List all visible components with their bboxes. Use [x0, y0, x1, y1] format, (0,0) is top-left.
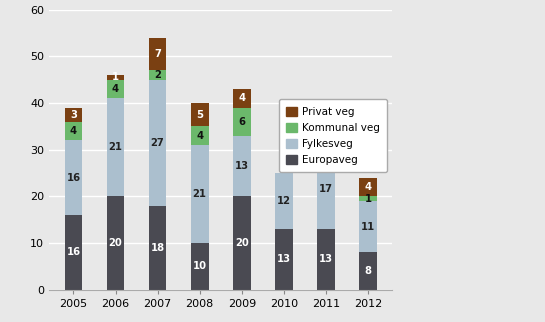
- Text: 10: 10: [193, 261, 207, 271]
- Bar: [191, 145, 209, 243]
- Text: 13: 13: [277, 254, 291, 264]
- Bar: [359, 201, 377, 252]
- Text: 20: 20: [108, 238, 123, 248]
- Text: 13: 13: [319, 254, 333, 264]
- Text: 21: 21: [108, 142, 123, 152]
- Text: 7: 7: [154, 49, 161, 59]
- Text: 4: 4: [322, 121, 330, 131]
- Text: 2: 2: [154, 70, 161, 80]
- Text: 4: 4: [238, 93, 245, 103]
- Bar: [65, 122, 82, 140]
- Bar: [275, 229, 293, 290]
- Text: 21: 21: [193, 189, 207, 199]
- Text: 11: 11: [361, 222, 375, 232]
- Bar: [359, 196, 377, 201]
- Text: 1: 1: [112, 72, 119, 82]
- Bar: [317, 229, 335, 290]
- Bar: [359, 252, 377, 290]
- Text: 3: 3: [70, 110, 77, 120]
- Text: 8: 8: [365, 266, 372, 276]
- Text: 16: 16: [66, 173, 81, 183]
- Bar: [107, 80, 124, 99]
- Legend: Privat veg, Kommunal veg, Fylkesveg, Europaveg: Privat veg, Kommunal veg, Fylkesveg, Eur…: [279, 99, 387, 172]
- Bar: [149, 71, 166, 80]
- Bar: [107, 99, 124, 196]
- Text: 3: 3: [323, 138, 329, 148]
- Bar: [317, 136, 335, 150]
- Bar: [233, 136, 251, 196]
- Bar: [359, 178, 377, 196]
- Bar: [149, 38, 166, 71]
- Bar: [149, 80, 166, 206]
- Bar: [107, 196, 124, 290]
- Text: 27: 27: [151, 138, 165, 148]
- Bar: [149, 206, 166, 290]
- Text: 6: 6: [238, 117, 245, 127]
- Text: 18: 18: [150, 243, 165, 253]
- Bar: [65, 215, 82, 290]
- Bar: [65, 140, 82, 215]
- Text: 4: 4: [112, 84, 119, 94]
- Text: 4: 4: [70, 126, 77, 136]
- Text: 13: 13: [235, 161, 249, 171]
- Bar: [191, 243, 209, 290]
- Bar: [191, 103, 209, 127]
- Bar: [107, 75, 124, 80]
- Bar: [65, 108, 82, 122]
- Text: 4: 4: [196, 131, 203, 141]
- Text: 16: 16: [66, 247, 81, 258]
- Text: 12: 12: [277, 196, 291, 206]
- Bar: [233, 196, 251, 290]
- Text: 20: 20: [235, 238, 249, 248]
- Bar: [275, 173, 293, 229]
- Bar: [233, 89, 251, 108]
- Bar: [317, 150, 335, 229]
- Text: 1: 1: [365, 194, 372, 204]
- Bar: [191, 127, 209, 145]
- Bar: [233, 108, 251, 136]
- Text: 5: 5: [196, 110, 203, 120]
- Bar: [317, 117, 335, 136]
- Text: 4: 4: [365, 182, 372, 192]
- Text: 17: 17: [319, 185, 333, 194]
